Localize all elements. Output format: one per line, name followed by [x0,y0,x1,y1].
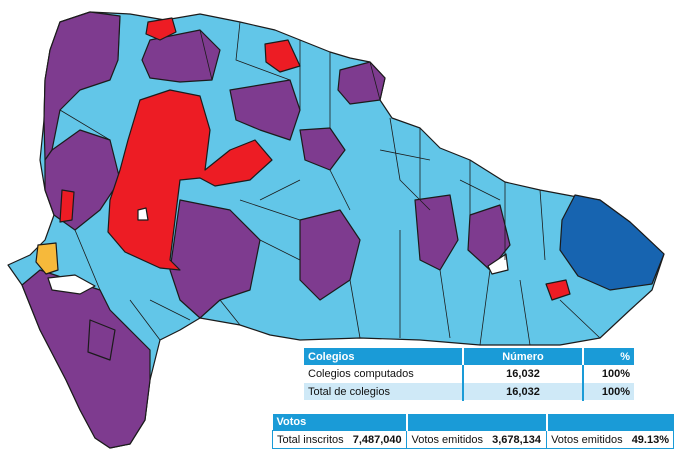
table-row: Colegios computados 16,032 100% [304,365,634,383]
votos-header: Votos [272,414,408,431]
lake-east [487,253,509,275]
colegios-table: Colegios Número % Colegios computados 16… [304,348,634,401]
region-purple-east-1 [414,194,459,271]
votos-emitidos-value: 3,678,134 [492,433,542,446]
row-label: Total de colegios [304,382,464,401]
region-red-north-1 [145,17,177,41]
votos-header-spacer [547,414,674,431]
row-numero: 16,032 [463,382,584,401]
total-inscritos-label: Total inscritos [277,433,344,446]
region-purple-north-center [141,29,221,83]
votos-header-spacer [406,414,548,431]
region-yellow-west [35,242,59,275]
region-purple-small-1 [87,319,116,361]
row-percent: 100% [583,365,634,383]
row-numero: 16,032 [463,365,584,383]
region-purple-northeast [337,61,386,105]
votos-emitidos-pct-label: Votos emitidos [551,433,623,446]
total-inscritos-value: 7,487,040 [352,433,402,446]
region-dark-blue-east [559,194,665,291]
boundary-lines [59,15,601,346]
votos-emitidos-label: Votos emitidos [411,433,484,446]
table-row: Total de colegios 16,032 100% [304,382,634,401]
votos-table: Votos Total inscritos 7,487,040 Votos em… [271,414,674,449]
region-red-southeast [545,279,571,301]
total-inscritos-cell: Total inscritos 7,487,040 [271,430,408,449]
row-label: Colegios computados [304,365,464,383]
numero-header: Número [463,348,584,365]
votos-emitidos-pct-value: 49.13% [631,433,669,446]
votos-emitidos-cell: Votos emitidos 3,678,134 [406,430,548,449]
lake-enriquillo [47,274,96,295]
region-red-west [59,189,75,223]
percent-header: % [620,350,630,363]
table-row: Total inscritos 7,487,040 Votos emitidos… [271,430,674,449]
region-red-north-2 [264,39,301,73]
lake-center [137,207,149,221]
region-purple-north-2 [299,127,346,171]
row-percent: 100% [583,382,634,401]
region-red-center [107,89,273,271]
votos-emitidos-pct-cell: Votos emitidos 49.13% [546,430,674,449]
colegios-header: Colegios [304,348,464,365]
